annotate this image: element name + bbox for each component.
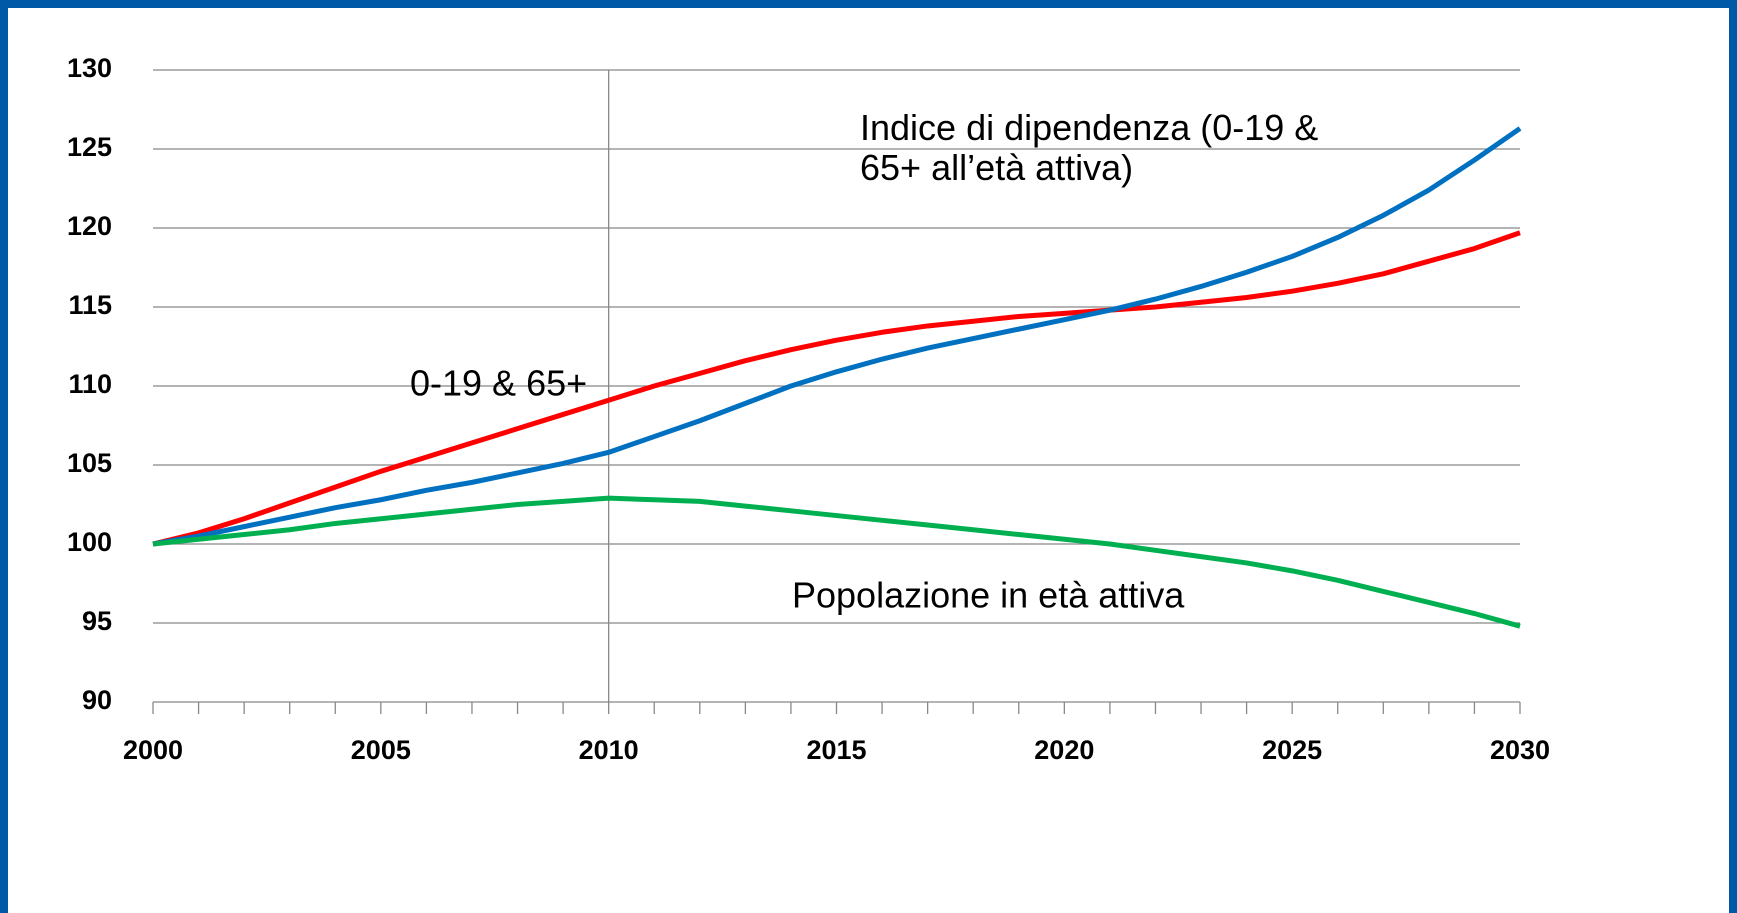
y-tick-label: 100 xyxy=(67,527,112,557)
series-line xyxy=(152,126,1522,547)
series-line xyxy=(152,230,1521,547)
x-tick-label: 2030 xyxy=(1490,735,1550,765)
x-tick-label: 2020 xyxy=(1034,735,1094,765)
x-tick-label: 2025 xyxy=(1262,735,1322,765)
series-label: 0-19 & 65+ xyxy=(410,363,587,404)
y-tick-label: 110 xyxy=(68,369,112,399)
x-tick-label: 2000 xyxy=(123,735,183,765)
y-tick-label: 115 xyxy=(68,290,112,320)
x-tick-label: 2005 xyxy=(351,735,411,765)
y-tick-label: 95 xyxy=(82,606,112,636)
y-tick-label: 130 xyxy=(67,53,112,83)
series-line xyxy=(152,495,1521,629)
y-tick-label: 125 xyxy=(67,132,112,162)
series-label: Indice di dipendenza (0-19 & 65+ all’età… xyxy=(860,107,1319,188)
y-tick-label: 90 xyxy=(82,685,112,715)
x-tick-label: 2015 xyxy=(806,735,866,765)
series-label: Popolazione in età attiva xyxy=(792,575,1185,616)
x-tick-label: 2010 xyxy=(579,735,639,765)
y-tick-label: 105 xyxy=(67,448,112,478)
y-tick-label: 120 xyxy=(67,211,112,241)
